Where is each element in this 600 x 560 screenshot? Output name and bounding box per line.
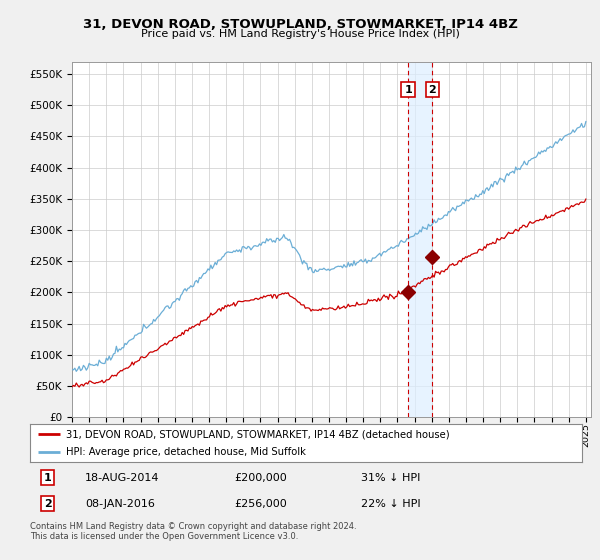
Bar bbox=[408, 62, 433, 417]
Text: 31, DEVON ROAD, STOWUPLAND, STOWMARKET, IP14 4BZ: 31, DEVON ROAD, STOWUPLAND, STOWMARKET, … bbox=[83, 18, 517, 31]
Text: Price paid vs. HM Land Registry's House Price Index (HPI): Price paid vs. HM Land Registry's House … bbox=[140, 29, 460, 39]
Text: 31% ↓ HPI: 31% ↓ HPI bbox=[361, 473, 421, 483]
Text: 22% ↓ HPI: 22% ↓ HPI bbox=[361, 498, 421, 508]
Text: Contains HM Land Registry data © Crown copyright and database right 2024.
This d: Contains HM Land Registry data © Crown c… bbox=[30, 522, 356, 542]
Text: £256,000: £256,000 bbox=[234, 498, 287, 508]
Text: 1: 1 bbox=[44, 473, 52, 483]
Text: £200,000: £200,000 bbox=[234, 473, 287, 483]
Text: 31, DEVON ROAD, STOWUPLAND, STOWMARKET, IP14 4BZ (detached house): 31, DEVON ROAD, STOWUPLAND, STOWMARKET, … bbox=[66, 429, 449, 439]
Text: 1: 1 bbox=[404, 85, 412, 95]
Text: 08-JAN-2016: 08-JAN-2016 bbox=[85, 498, 155, 508]
Text: HPI: Average price, detached house, Mid Suffolk: HPI: Average price, detached house, Mid … bbox=[66, 447, 306, 458]
Text: 2: 2 bbox=[44, 498, 52, 508]
Text: 18-AUG-2014: 18-AUG-2014 bbox=[85, 473, 160, 483]
Text: 2: 2 bbox=[428, 85, 436, 95]
